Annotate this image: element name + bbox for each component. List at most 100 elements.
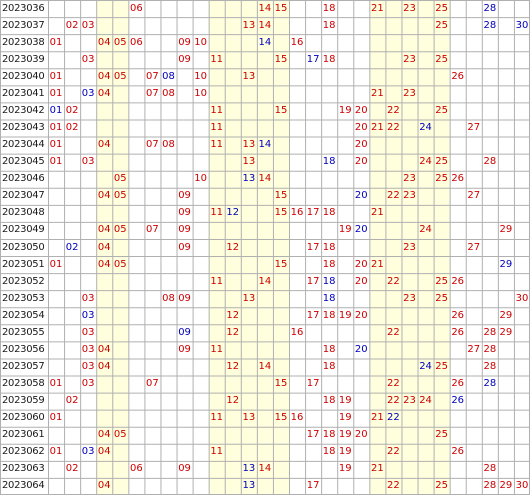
issue-number: 2023064: [2, 481, 45, 492]
red-number: 13: [242, 71, 256, 82]
red-number: 11: [210, 123, 224, 134]
red-number: 12: [226, 396, 240, 407]
red-number: 11: [210, 447, 224, 458]
red-number: 19: [338, 310, 352, 321]
blue-number: 20: [354, 225, 368, 236]
red-number: 18: [322, 361, 336, 372]
red-number: 17: [306, 208, 320, 219]
blue-number: 09: [178, 327, 191, 338]
shaded-column-25: [433, 0, 450, 495]
red-number: 25: [435, 20, 448, 31]
red-number: 21: [370, 464, 384, 475]
red-number: 06: [129, 3, 143, 14]
red-number: 14: [258, 174, 272, 185]
red-number: 09: [178, 191, 191, 202]
red-number: 18: [322, 430, 336, 441]
red-number: 02: [65, 396, 79, 407]
shaded-column-12: [224, 0, 241, 495]
issue-number: 2023052: [2, 276, 45, 287]
issue-number: 2023060: [2, 413, 45, 424]
red-number: 01: [49, 157, 63, 168]
red-number: 26: [451, 327, 465, 338]
red-number: 27: [467, 344, 481, 355]
red-number: 19: [338, 105, 352, 116]
issue-number: 2023048: [2, 208, 45, 219]
red-number: 22: [387, 191, 400, 202]
red-number: 08: [162, 88, 175, 99]
red-number: 18: [322, 20, 336, 31]
red-number: 25: [435, 276, 448, 287]
blue-number: 24: [419, 123, 432, 134]
red-number: 22: [387, 327, 400, 338]
red-number: 19: [338, 430, 352, 441]
red-number: 15: [274, 3, 288, 14]
red-number: 27: [467, 242, 481, 253]
red-number: 04: [97, 140, 111, 151]
red-number: 18: [322, 54, 336, 65]
red-number: 11: [210, 105, 224, 116]
issue-number: 2023050: [2, 242, 45, 253]
red-number: 10: [194, 71, 207, 82]
red-number: 04: [97, 88, 111, 99]
red-number: 03: [81, 361, 95, 372]
red-number: 27: [467, 123, 481, 134]
red-number: 23: [403, 88, 416, 99]
red-number: 21: [370, 3, 384, 14]
shaded-column-21: [369, 0, 386, 495]
red-number: 04: [97, 361, 111, 372]
issue-number: 2023061: [2, 430, 45, 441]
red-number: 21: [370, 123, 384, 134]
red-number: 07: [146, 71, 159, 82]
red-number: 26: [451, 447, 465, 458]
red-number: 04: [97, 447, 111, 458]
red-number: 08: [162, 140, 175, 151]
red-number: 13: [242, 413, 256, 424]
red-number: 18: [322, 344, 336, 355]
blue-number: 28: [483, 379, 497, 390]
red-number: 13: [242, 140, 256, 151]
red-number: 21: [370, 88, 384, 99]
red-number: 07: [146, 225, 159, 236]
red-number: 09: [178, 208, 191, 219]
red-number: 02: [65, 464, 79, 475]
red-number: 07: [146, 379, 159, 390]
red-number: 03: [81, 157, 95, 168]
red-number: 25: [435, 105, 448, 116]
red-number: 15: [274, 208, 288, 219]
red-number: 11: [210, 54, 224, 65]
blue-number: 30: [515, 20, 529, 31]
red-number: 06: [129, 37, 143, 48]
red-number: 09: [178, 54, 191, 65]
issue-number: 2023045: [2, 157, 45, 168]
red-number: 23: [403, 242, 416, 253]
red-number: 25: [435, 361, 448, 372]
red-number: 13: [242, 157, 256, 168]
red-number: 25: [435, 481, 448, 492]
shaded-column-24: [417, 0, 434, 495]
red-number: 02: [65, 105, 79, 116]
red-number: 04: [97, 481, 111, 492]
red-number: 04: [97, 225, 111, 236]
red-number: 22: [387, 123, 400, 134]
red-number: 27: [467, 191, 481, 202]
blue-number: 03: [81, 310, 95, 321]
issue-number: 2023051: [2, 259, 45, 270]
red-number: 29: [499, 310, 513, 321]
red-number: 17: [306, 242, 320, 253]
red-number: 18: [322, 396, 336, 407]
blue-number: 18: [322, 276, 336, 287]
red-number: 23: [403, 54, 416, 65]
red-number: 22: [387, 447, 400, 458]
red-number: 26: [451, 174, 465, 185]
red-number: 22: [387, 105, 400, 116]
red-number: 25: [435, 157, 448, 168]
red-number: 23: [403, 174, 416, 185]
red-number: 03: [81, 293, 95, 304]
shaded-column-14: [256, 0, 273, 495]
red-number: 15: [274, 54, 288, 65]
red-number: 04: [97, 430, 111, 441]
blue-number: 13: [242, 174, 256, 185]
blue-number: 20: [354, 191, 368, 202]
red-number: 12: [226, 361, 240, 372]
red-number: 03: [81, 379, 95, 390]
